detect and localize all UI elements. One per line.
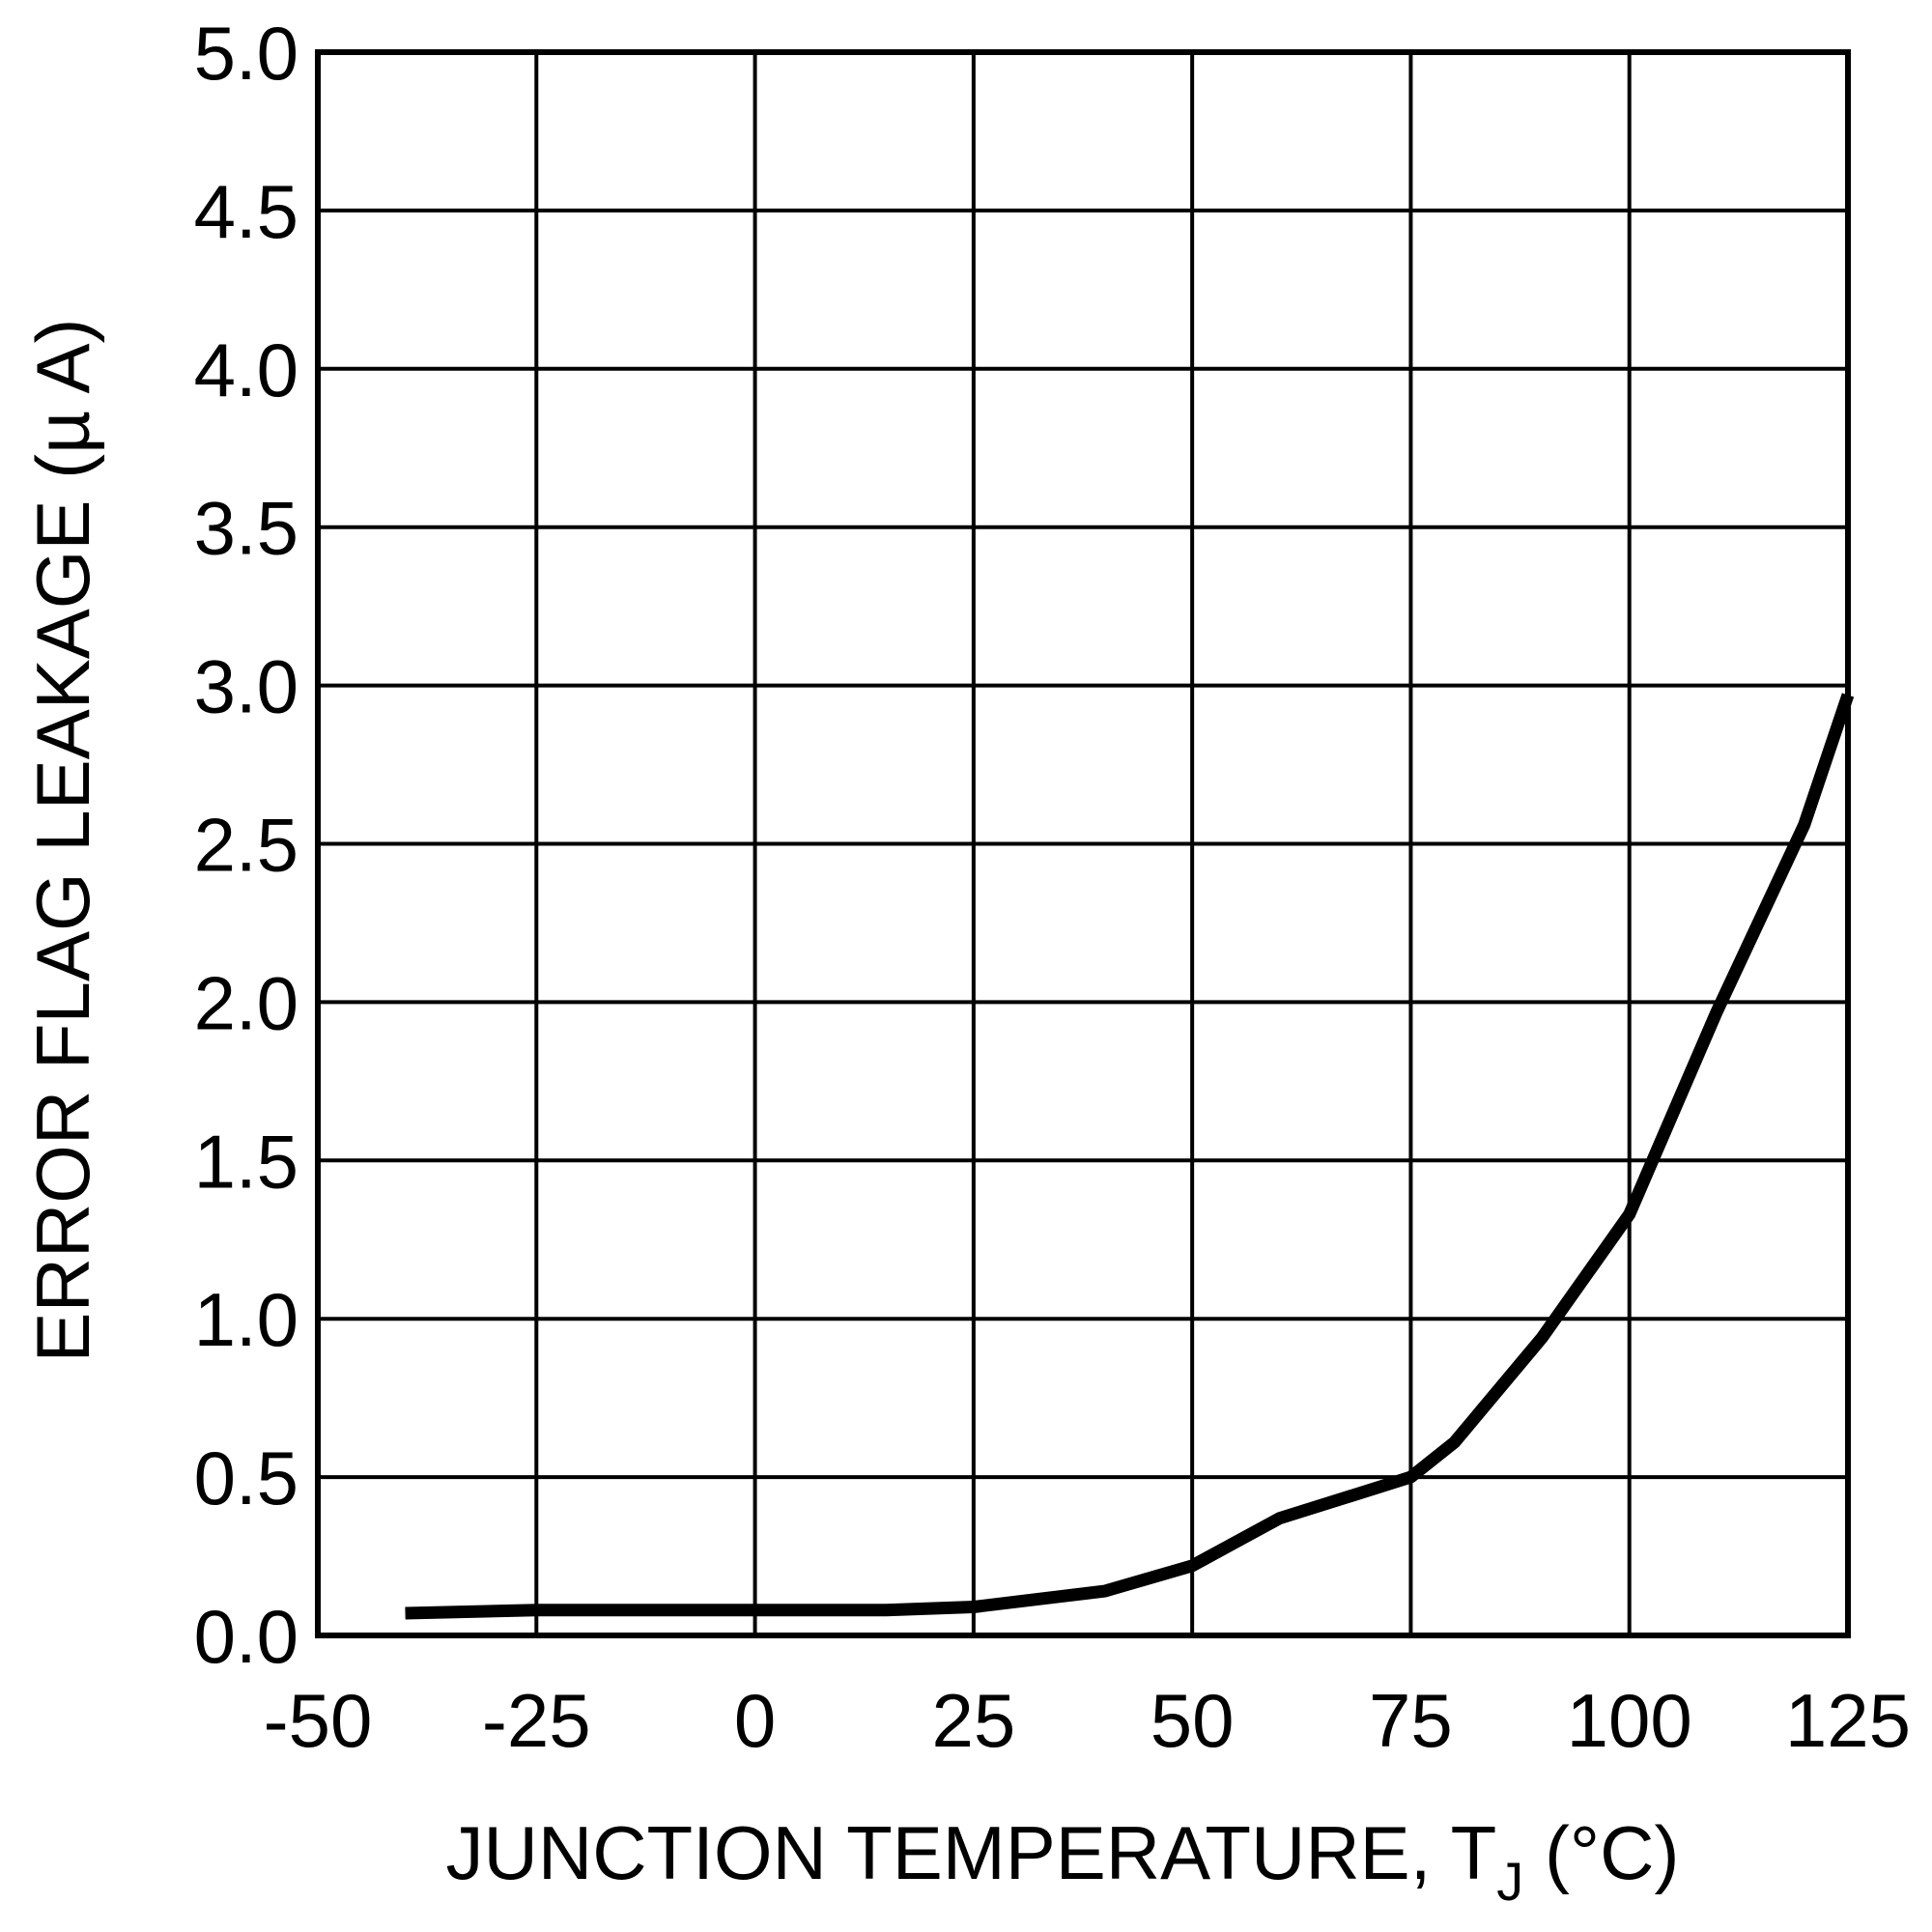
- x-tick-label: 50: [1151, 1678, 1235, 1763]
- y-axis-label: ERROR FLAG LEAKAGE (µ A): [20, 319, 105, 1363]
- x-tick-label: 125: [1785, 1678, 1911, 1763]
- x-tick-label: 100: [1567, 1678, 1692, 1763]
- x-axis-label: JUNCTION TEMPERATURE, TJ (°C): [446, 1810, 1680, 1912]
- x-tick-label: -50: [264, 1678, 373, 1763]
- x-axis-label-suffix: (°C): [1523, 1810, 1679, 1895]
- y-tick-label: 3.0: [194, 644, 298, 729]
- y-tick-label: 3.5: [194, 486, 298, 571]
- y-tick-label: 4.5: [194, 169, 298, 254]
- x-tick-label: -25: [482, 1678, 591, 1763]
- y-tick-label: 1.0: [194, 1277, 298, 1362]
- data-line: [405, 693, 1855, 1620]
- x-tick-label: 0: [734, 1678, 776, 1763]
- plot-frame: [315, 49, 1851, 1638]
- y-tick-label: 2.5: [194, 803, 298, 888]
- x-tick-label: 75: [1369, 1678, 1453, 1763]
- y-tick-label: 2.0: [194, 960, 298, 1045]
- y-tick-label: 0.5: [194, 1435, 298, 1520]
- x-tick-label: 25: [931, 1678, 1015, 1763]
- y-tick-label: 5.0: [194, 11, 298, 96]
- x-axis-label-text: JUNCTION TEMPERATURE, T: [446, 1810, 1497, 1895]
- y-tick-label: 0.0: [194, 1594, 298, 1679]
- y-tick-label: 4.0: [194, 327, 298, 412]
- y-tick-label: 1.5: [194, 1119, 298, 1204]
- x-axis-label-subscript: J: [1496, 1851, 1523, 1912]
